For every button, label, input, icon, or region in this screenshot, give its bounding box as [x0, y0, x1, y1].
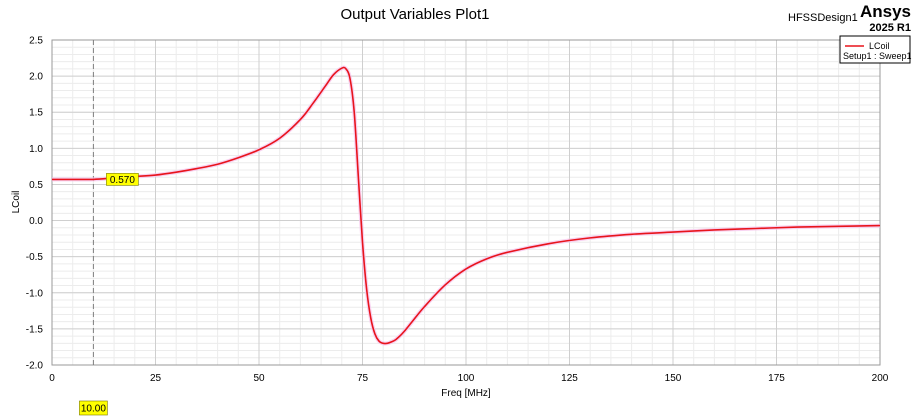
chart-title: Output Variables Plot1 — [341, 6, 490, 23]
x-tick-label: 175 — [768, 373, 785, 384]
x-tick-label: 150 — [665, 373, 682, 384]
ansys-logo-text: Ansys — [860, 2, 911, 21]
series-line-lcoil[interactable] — [51, 66, 881, 345]
marker-value-label: 0.570 — [110, 175, 135, 186]
y-tick-label: 1.0 — [29, 144, 43, 155]
legend-entry: LCoil — [869, 41, 890, 51]
y-tick-label: 1.5 — [29, 108, 43, 119]
marker-x-tag[interactable]: 10.00 — [79, 400, 108, 416]
design-name: HFSSDesign1 — [788, 12, 858, 24]
y-tick-label: 0.0 — [29, 216, 43, 227]
x-tick-label: 50 — [253, 373, 265, 384]
marker-x-label: 10.00 — [81, 404, 106, 415]
plot-frame — [51, 39, 881, 366]
y-axis-ticks: 2.5 2.0 1.5 1.0 0.5 0.0 -0.5 -1.0 -1.5 -2.0 — [26, 36, 44, 372]
release-label: 2025 R1 — [869, 22, 911, 34]
y-tick-label: -1.0 — [26, 288, 44, 299]
x-axis-label: Freq [MHz] — [441, 388, 491, 399]
marker-x-box — [79, 400, 108, 416]
x-tick-label: 200 — [872, 373, 889, 384]
legend-subtitle: Setup1 : Sweep1 — [843, 51, 912, 61]
legend-box — [839, 35, 911, 64]
x-tick-label: 25 — [150, 373, 162, 384]
x-axis-ticks: 0 25 50 75 100 125 150 175 200 — [49, 373, 889, 384]
legend[interactable]: LCoil Setup1 : Sweep1 — [839, 35, 912, 64]
series-group — [51, 65, 881, 346]
y-tick-label: 2.5 — [29, 36, 43, 47]
y-axis-label: LCoil — [11, 191, 22, 214]
marker-value-tag[interactable]: 0.570 — [106, 173, 139, 186]
y-tick-label: -2.0 — [26, 361, 44, 372]
marker-value-box — [106, 173, 139, 186]
x-tick-label: 0 — [49, 373, 55, 384]
y-tick-label: -0.5 — [26, 252, 44, 263]
y-tick-label: -1.5 — [26, 324, 44, 335]
y-tick-label: 2.0 — [29, 72, 43, 83]
y-tick-label: 0.5 — [29, 180, 43, 191]
x-tick-label: 75 — [357, 373, 369, 384]
x-tick-label: 125 — [561, 373, 578, 384]
x-tick-label: 100 — [458, 373, 475, 384]
